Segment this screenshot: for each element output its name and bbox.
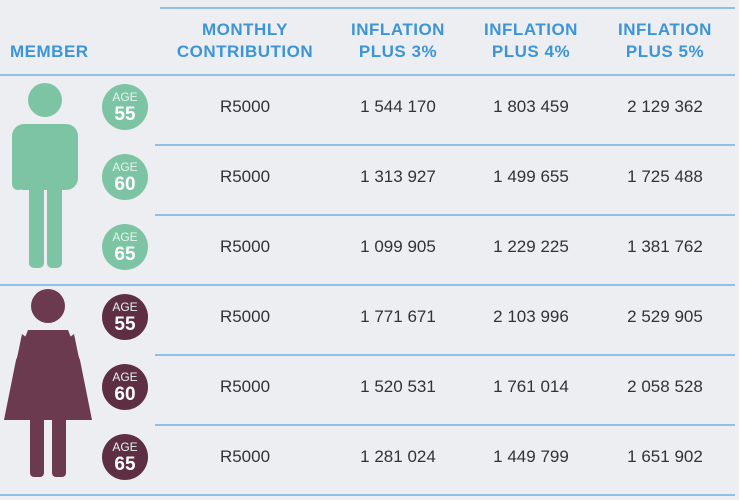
header-cell: PLUS 3% (358, 42, 438, 61)
age-number: 65 (114, 244, 136, 265)
projected-value: 1 803 459 (493, 97, 569, 116)
header-cell: INFLATION (484, 20, 578, 39)
contribution: R5000 (219, 237, 271, 256)
projected-value: 1 313 927 (360, 167, 436, 186)
contribution: R5000 (219, 307, 271, 326)
age-number: 60 (114, 174, 136, 195)
header-cell: CONTRIBUTION (176, 42, 314, 61)
contribution: R5000 (219, 97, 271, 116)
projected-value: 2 529 905 (627, 307, 703, 326)
projected-value: 2 103 996 (493, 307, 569, 326)
projected-value: 1 651 902 (627, 447, 703, 466)
contribution: R5000 (219, 377, 271, 396)
projected-value: 1 381 762 (627, 237, 703, 256)
age-badge (102, 364, 148, 410)
header-cell: INFLATION (618, 20, 712, 39)
header-cell: MONTHLY (202, 20, 288, 39)
projected-value: 1 771 671 (360, 307, 436, 326)
header-cell: PLUS 4% (491, 42, 571, 61)
age-badge (102, 154, 148, 200)
age-label: AGE (112, 230, 138, 244)
age-label: AGE (112, 300, 138, 314)
age-label: AGE (112, 160, 138, 174)
age-number: 65 (114, 454, 136, 475)
projected-value: 1 229 225 (493, 237, 569, 256)
projected-value: 1 544 170 (360, 97, 436, 116)
age-label: AGE (112, 370, 138, 384)
age-badge (102, 434, 148, 480)
age-number: 55 (114, 104, 136, 125)
female-figure (4, 289, 92, 477)
male-figure (12, 83, 78, 268)
projected-value: 1 449 799 (493, 447, 569, 466)
header-cell: PLUS 5% (625, 42, 705, 61)
projected-value: 2 129 362 (627, 97, 703, 116)
age-badge (102, 224, 148, 270)
contribution: R5000 (219, 447, 271, 466)
projected-value: 1 761 014 (493, 377, 569, 396)
header-cell: INFLATION (351, 20, 445, 39)
age-number: 55 (114, 314, 136, 335)
header-member: MEMBER (10, 42, 89, 61)
contribution: R5000 (219, 167, 271, 186)
age-label: AGE (112, 90, 138, 104)
rules (0, 7, 735, 496)
projected-value: 2 058 528 (627, 377, 703, 396)
age-badge (102, 294, 148, 340)
age-number: 60 (114, 384, 136, 405)
age-label: AGE (112, 440, 138, 454)
projected-value: 1 499 655 (493, 167, 569, 186)
projected-value: 1 281 024 (360, 447, 436, 466)
projected-value: 1 099 905 (360, 237, 436, 256)
projected-value: 1 725 488 (627, 167, 703, 186)
age-badge (102, 84, 148, 130)
projected-value: 1 520 531 (360, 377, 436, 396)
